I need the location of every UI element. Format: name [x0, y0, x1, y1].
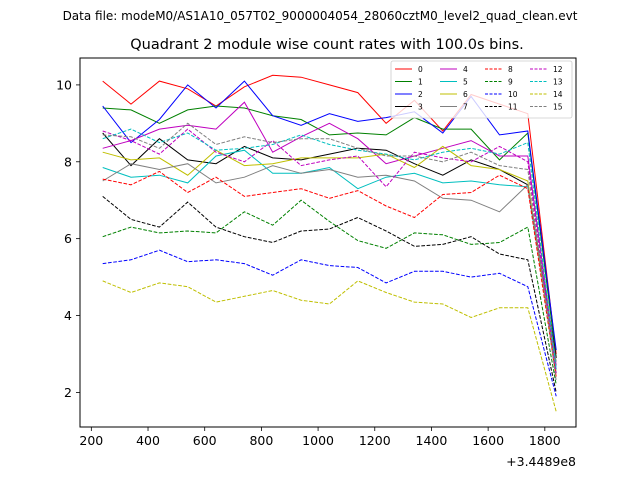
legend-label-5: 5: [463, 77, 468, 86]
series-line-13: [102, 128, 557, 370]
legend-label-9: 9: [508, 77, 513, 86]
series-line-6: [102, 145, 557, 374]
legend-label-8: 8: [508, 65, 513, 74]
y-axis-ticks: 2 4 6 8 10: [56, 77, 80, 400]
x-tick-label: 400: [136, 433, 160, 448]
series-line-11: [102, 196, 557, 393]
legend-label-11: 11: [508, 102, 518, 111]
legend-label-2: 2: [418, 90, 423, 99]
series-line-4: [102, 101, 557, 366]
series-layer: [102, 74, 557, 412]
legend-label-1: 1: [418, 77, 423, 86]
y-tick-label: 8: [64, 154, 72, 169]
plot-frame: [79, 57, 577, 428]
x-tick-label: 200: [79, 433, 103, 448]
y-tick-label: 4: [64, 308, 72, 323]
y-tick-label: 2: [64, 385, 72, 400]
series-line-9: [102, 199, 557, 385]
chart-suptitle: Data file: modeM0/AS1A10_057T02_90000040…: [63, 9, 578, 23]
x-tick-label: 600: [193, 433, 217, 448]
series-line-15: [102, 122, 557, 381]
x-tick-label: 1000: [302, 433, 334, 448]
series-line-7: [102, 163, 557, 362]
x-tick-label: 1200: [359, 433, 391, 448]
x-tick-label: 1800: [529, 433, 561, 448]
chart-title: Quadrant 2 module wise count rates with …: [130, 37, 524, 53]
legend-label-0: 0: [418, 65, 423, 74]
legend-label-14: 14: [553, 90, 563, 99]
series-line-5: [102, 149, 557, 370]
series-line-1: [102, 105, 557, 358]
legend-label-3: 3: [418, 102, 423, 111]
series-line-14: [102, 280, 557, 412]
legend-label-12: 12: [553, 65, 563, 74]
legend-label-10: 10: [508, 90, 518, 99]
legend-label-13: 13: [553, 77, 563, 86]
legend-label-7: 7: [463, 102, 468, 111]
x-tick-label: 800: [249, 433, 273, 448]
series-line-3: [102, 132, 557, 358]
y-tick-label: 6: [64, 231, 72, 246]
series-line-8: [102, 170, 557, 378]
x-axis-ticks: 200 400 600 800 1000 1200 1400 1600 1800: [79, 427, 561, 448]
legend-label-4: 4: [463, 65, 468, 74]
legend-label-15: 15: [553, 102, 563, 111]
legend-label-6: 6: [463, 90, 468, 99]
legend-frame: [390, 60, 573, 119]
y-tick-label: 10: [56, 77, 72, 92]
x-tick-label: 1400: [416, 433, 448, 448]
x-tick-label: 1600: [472, 433, 504, 448]
x-offset-label: +3.4489e8: [506, 454, 576, 469]
